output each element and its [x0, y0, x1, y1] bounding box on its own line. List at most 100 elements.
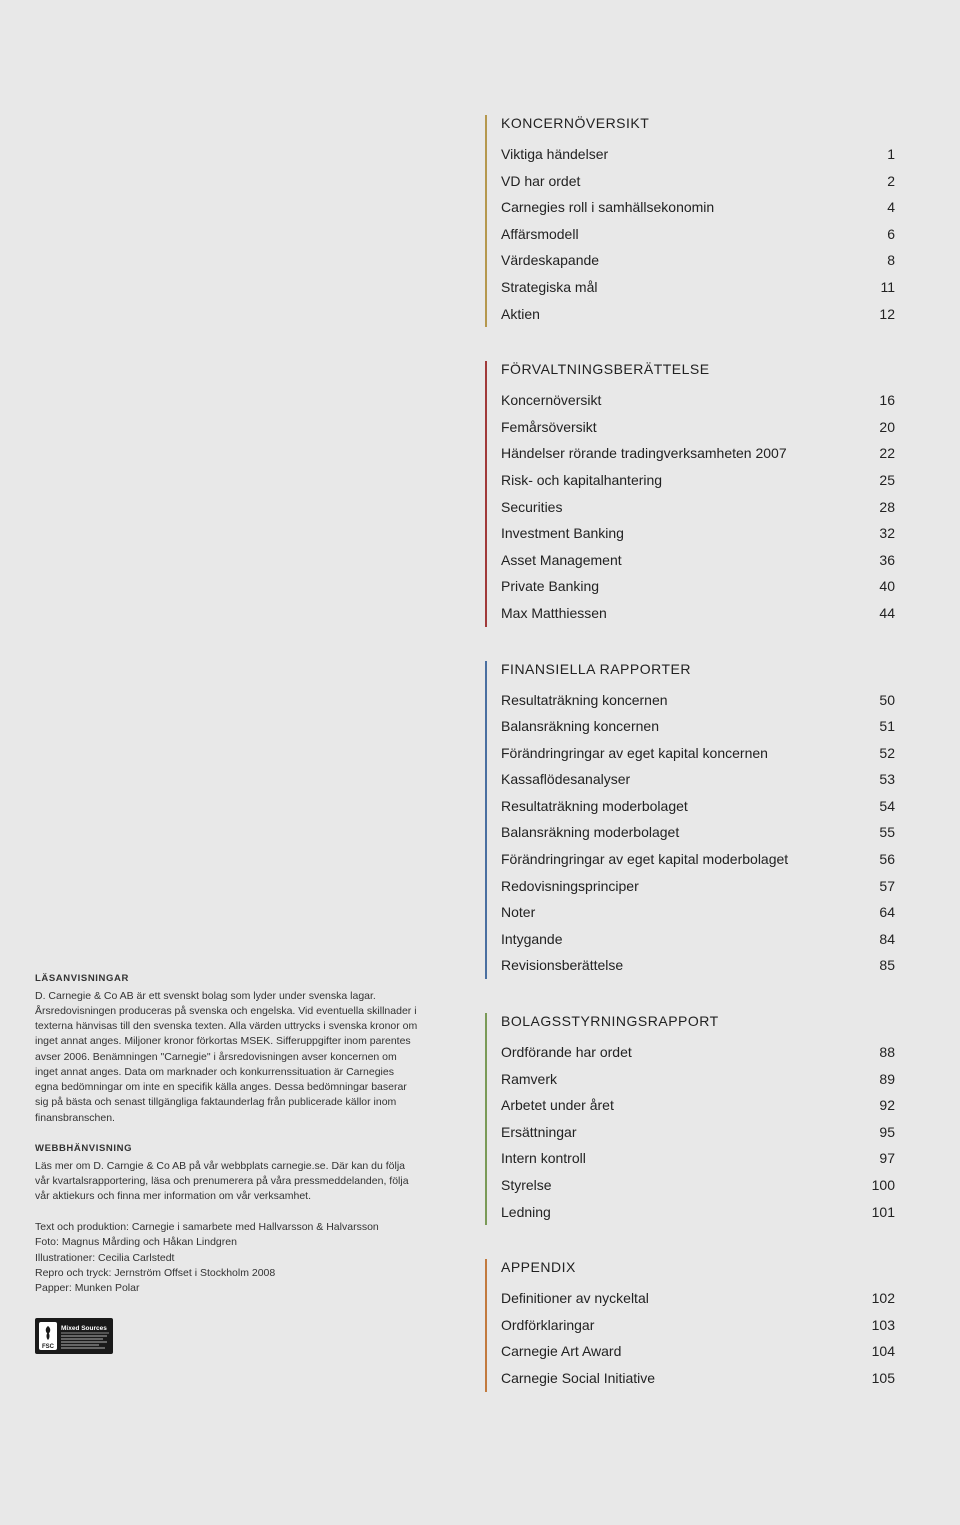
- fsc-badge: FSC Mixed Sources: [35, 1318, 113, 1354]
- toc-page-number: 104: [865, 1338, 895, 1365]
- toc-label: Definitioner av nyckeltal: [501, 1285, 865, 1312]
- lasanvisningar-body: D. Carnegie & Co AB är ett svenskt bolag…: [35, 989, 420, 1126]
- toc-label: Strategiska mål: [501, 274, 865, 301]
- webbhanvisning-body: Läs mer om D. Carngie & Co AB på vår web…: [35, 1159, 420, 1205]
- toc-label: Resultaträkning moderbolaget: [501, 793, 865, 820]
- section-heading: APPENDIX: [501, 1259, 895, 1275]
- toc-row: Revisionsberättelse 85: [501, 952, 895, 979]
- toc-row: Private Banking 40: [501, 573, 895, 600]
- toc-page-number: 55: [865, 819, 895, 846]
- toc-label: Arbetet under året: [501, 1092, 865, 1119]
- toc-row: Styrelse 100: [501, 1172, 895, 1199]
- toc-page-number: 56: [865, 846, 895, 873]
- toc-row: Ordförande har ordet 88: [501, 1039, 895, 1066]
- toc-page-number: 2: [865, 168, 895, 195]
- toc-row: Värdeskapande 8: [501, 247, 895, 274]
- toc-row: Carnegies roll i samhällsekonomin 4: [501, 194, 895, 221]
- toc-label: Securities: [501, 494, 865, 521]
- toc-row: Asset Management 36: [501, 547, 895, 574]
- toc-label: Balansräkning koncernen: [501, 713, 865, 740]
- toc-label: Carnegies roll i samhällsekonomin: [501, 194, 865, 221]
- section-koncernoversikt: KONCERNÖVERSIKT Viktiga händelser 1 VD h…: [485, 115, 895, 327]
- toc-label: Förändringringar av eget kapital koncern…: [501, 740, 865, 767]
- toc-page-number: 52: [865, 740, 895, 767]
- webbhanvisning-heading: WEBBHÄNVISNING: [35, 1142, 420, 1156]
- toc-label: Styrelse: [501, 1172, 865, 1199]
- toc-page-number: 16: [865, 387, 895, 414]
- toc-label: VD har ordet: [501, 168, 865, 195]
- toc-label: Förändringringar av eget kapital moderbo…: [501, 846, 865, 873]
- toc-row: Intern kontroll 97: [501, 1145, 895, 1172]
- toc-page-number: 103: [865, 1312, 895, 1339]
- toc-label: Asset Management: [501, 547, 865, 574]
- section-forvaltningsberattelse: FÖRVALTNINGSBERÄTTELSE Koncernöversikt 1…: [485, 361, 895, 626]
- toc-row: Carnegie Art Award 104: [501, 1338, 895, 1365]
- toc-label: Carnegie Social Initiative: [501, 1365, 865, 1392]
- toc-row: Förändringringar av eget kapital moderbo…: [501, 846, 895, 873]
- toc-label: Affärsmodell: [501, 221, 865, 248]
- toc-page-number: 4: [865, 194, 895, 221]
- toc-row: Carnegie Social Initiative 105: [501, 1365, 895, 1392]
- toc-label: Intern kontroll: [501, 1145, 865, 1172]
- toc-page-number: 105: [865, 1365, 895, 1392]
- toc-row: Balansräkning moderbolaget 55: [501, 819, 895, 846]
- toc-label: Värdeskapande: [501, 247, 865, 274]
- colophon-block: Text och produktion: Carnegie i samarbet…: [35, 1220, 420, 1296]
- toc-page-number: 95: [865, 1119, 895, 1146]
- toc-page-number: 101: [865, 1199, 895, 1226]
- toc-page-number: 20: [865, 414, 895, 441]
- toc-row: Ledning 101: [501, 1199, 895, 1226]
- toc-row: Risk- och kapitalhantering 25: [501, 467, 895, 494]
- toc-page-number: 40: [865, 573, 895, 600]
- toc-label: Ramverk: [501, 1066, 865, 1093]
- toc-row: Ramverk 89: [501, 1066, 895, 1093]
- toc-page-number: 97: [865, 1145, 895, 1172]
- toc-list: Ordförande har ordet 88 Ramverk 89 Arbet…: [501, 1039, 895, 1225]
- toc-label: Ordförklaringar: [501, 1312, 865, 1339]
- toc-row: Femårsöversikt 20: [501, 414, 895, 441]
- toc-page-number: 12: [865, 301, 895, 328]
- toc-row: Balansräkning koncernen 51: [501, 713, 895, 740]
- toc-page-number: 50: [865, 687, 895, 714]
- toc-label: Aktien: [501, 301, 865, 328]
- toc-page-number: 92: [865, 1092, 895, 1119]
- toc-row: VD har ordet 2: [501, 168, 895, 195]
- toc-page-number: 6: [865, 221, 895, 248]
- toc-page-number: 89: [865, 1066, 895, 1093]
- toc-list: Viktiga händelser 1 VD har ordet 2 Carne…: [501, 141, 895, 327]
- toc-label: Max Matthiessen: [501, 600, 865, 627]
- fsc-org-label: FSC: [42, 1344, 55, 1350]
- toc-page-number: 53: [865, 766, 895, 793]
- toc-row: Händelser rörande tradingverksamheten 20…: [501, 440, 895, 467]
- toc-label: Noter: [501, 899, 865, 926]
- toc-column: KONCERNÖVERSIKT Viktiga händelser 1 VD h…: [485, 115, 895, 1426]
- toc-label: Ledning: [501, 1199, 865, 1226]
- toc-page-number: 84: [865, 926, 895, 953]
- toc-page-number: 11: [865, 274, 895, 301]
- toc-row: Viktiga händelser 1: [501, 141, 895, 168]
- toc-page-number: 51: [865, 713, 895, 740]
- toc-row: Affärsmodell 6: [501, 221, 895, 248]
- toc-label: Ordförande har ordet: [501, 1039, 865, 1066]
- toc-page-number: 22: [865, 440, 895, 467]
- toc-row: Definitioner av nyckeltal 102: [501, 1285, 895, 1312]
- toc-row: Ordförklaringar 103: [501, 1312, 895, 1339]
- toc-row: Strategiska mål 11: [501, 274, 895, 301]
- toc-row: Noter 64: [501, 899, 895, 926]
- toc-row: Arbetet under året 92: [501, 1092, 895, 1119]
- toc-label: Intygande: [501, 926, 865, 953]
- lasanvisningar-block: LÄSANVISNINGAR D. Carnegie & Co AB är et…: [35, 972, 420, 1126]
- toc-list: Resultaträkning koncernen 50 Balansräkni…: [501, 687, 895, 980]
- toc-row: Max Matthiessen 44: [501, 600, 895, 627]
- toc-row: Securities 28: [501, 494, 895, 521]
- toc-list: Definitioner av nyckeltal 102 Ordförklar…: [501, 1285, 895, 1391]
- section-bolagsstyrningsrapport: BOLAGSSTYRNINGSRAPPORT Ordförande har or…: [485, 1013, 895, 1225]
- toc-label: Resultaträkning koncernen: [501, 687, 865, 714]
- toc-row: Redovisningsprinciper 57: [501, 873, 895, 900]
- page-root: KONCERNÖVERSIKT Viktiga händelser 1 VD h…: [0, 0, 960, 1525]
- fineprint-column: LÄSANVISNINGAR D. Carnegie & Co AB är et…: [35, 972, 420, 1359]
- toc-page-number: 54: [865, 793, 895, 820]
- lasanvisningar-heading: LÄSANVISNINGAR: [35, 972, 420, 986]
- toc-row: Förändringringar av eget kapital koncern…: [501, 740, 895, 767]
- toc-page-number: 28: [865, 494, 895, 521]
